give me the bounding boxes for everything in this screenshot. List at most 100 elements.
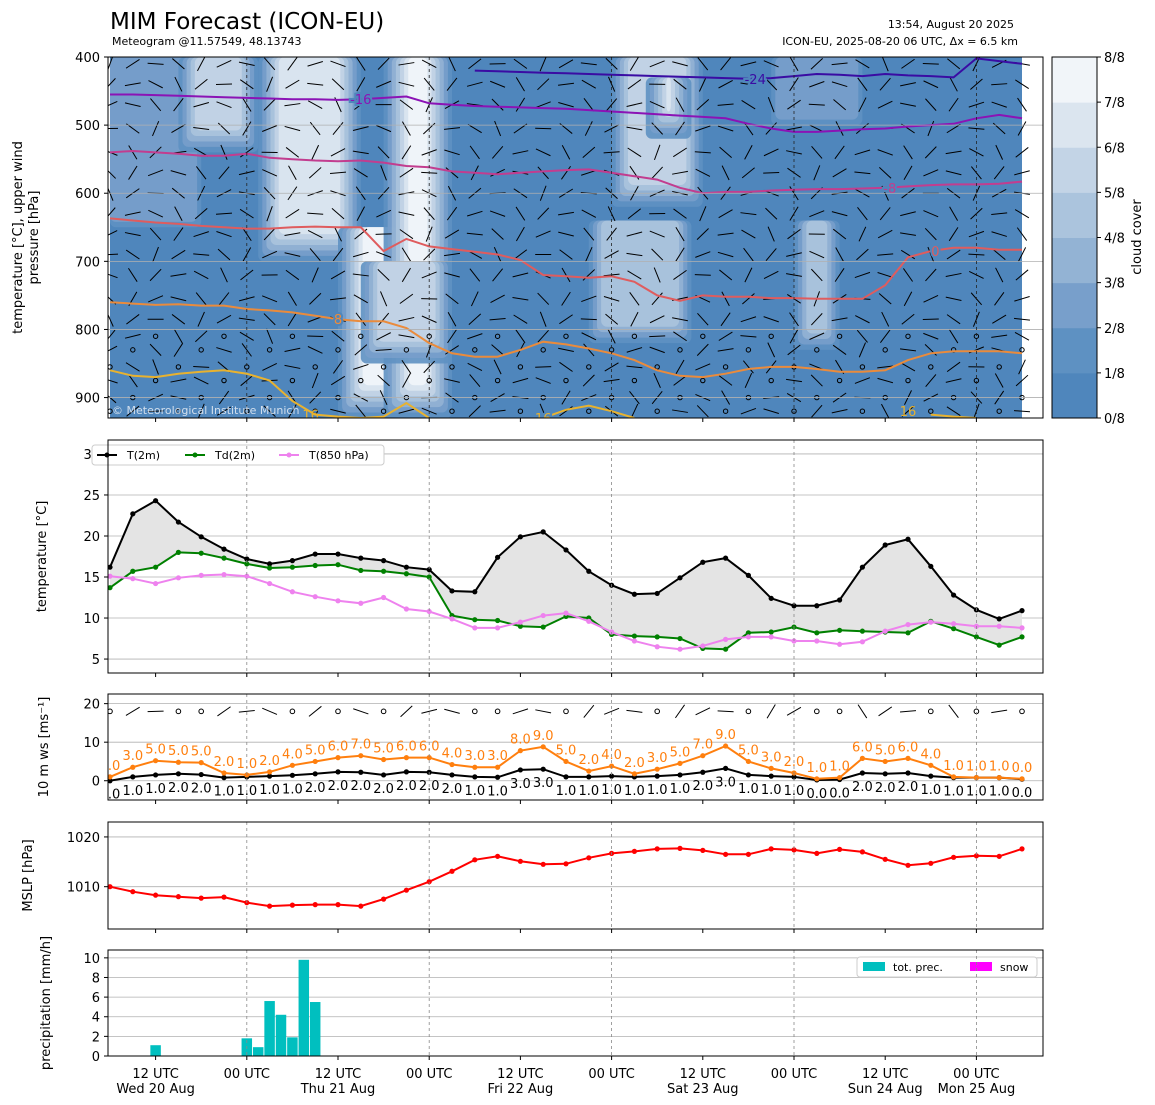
wind-barb (172, 58, 185, 70)
wind-barb (1015, 147, 1029, 158)
wind-calm-circle (928, 708, 934, 715)
wind-barb (125, 249, 140, 260)
wind-barb (238, 710, 255, 713)
series-point (108, 884, 113, 890)
x-tick-label: 12 UTC (862, 1067, 908, 1082)
series-point (905, 770, 911, 776)
wind-barb (558, 231, 574, 237)
wind-barb (561, 291, 571, 306)
wind-speed-label: 1.0 (487, 784, 508, 799)
colorbar-step (1052, 237, 1097, 284)
legend-swatch (970, 962, 992, 971)
wind-barb (699, 206, 707, 222)
wind-barb (352, 251, 369, 258)
wind-barb (287, 57, 298, 71)
wind-gust-label: 5.0 (875, 743, 896, 758)
wind-barb (744, 373, 753, 389)
wind-barb (580, 318, 597, 321)
y-axis-label: temperature [°C], upper wind (11, 141, 26, 334)
wind-barb (719, 146, 732, 158)
wind-barb (216, 347, 232, 353)
wind-barb (197, 57, 206, 72)
series-point (768, 773, 774, 779)
wind-barb (856, 329, 868, 343)
wind-barb (309, 292, 322, 305)
series-point (381, 896, 387, 902)
wind-barb (466, 81, 483, 87)
series-point (951, 592, 957, 598)
wind-barb (512, 272, 529, 278)
series-point (221, 775, 227, 781)
wind-barb (489, 210, 506, 217)
wind-barb (947, 58, 961, 70)
wind-barb (561, 165, 571, 180)
wind-barb (377, 57, 390, 70)
series-point (723, 555, 729, 561)
wind-barb (149, 343, 162, 356)
wind-barb (266, 328, 274, 344)
wind-barb (582, 374, 595, 387)
series-point (153, 564, 159, 570)
wind-gust-label: 0.0 (1012, 761, 1033, 776)
precip-bar (298, 959, 310, 1056)
wind-barb (491, 98, 504, 111)
wind-barb (444, 708, 460, 714)
precip-bar (309, 1002, 321, 1056)
wind-barb (425, 97, 433, 113)
series-point (449, 772, 455, 778)
panel-frame (107, 439, 1044, 674)
wind-gust-label: 5.0 (556, 743, 577, 758)
wind-barb (1013, 410, 1031, 413)
wind-barb (400, 705, 413, 718)
wind-calm-circle (380, 408, 387, 414)
wind-calm-circle (494, 708, 501, 715)
wind-barb (128, 267, 138, 282)
wind-barb (263, 405, 276, 418)
wind-barb (561, 145, 571, 160)
wind-barb (468, 58, 482, 70)
wind-calm-circle (175, 408, 182, 414)
series-point (563, 861, 569, 867)
wind-barb (948, 227, 959, 242)
series-point (745, 572, 752, 578)
wind-speed-label: 0.0 (100, 788, 121, 803)
chart-subtitle: Meteogram @11.57549, 48.13743 (112, 35, 302, 48)
series-point (996, 616, 1002, 622)
wind-barb (903, 165, 913, 180)
wind-barb (809, 332, 825, 340)
wind-barb (216, 59, 232, 68)
wind-barb (583, 227, 595, 241)
wind-barb (949, 76, 958, 92)
wind-barb (193, 376, 209, 385)
wind-barb (444, 149, 460, 156)
wind-calm-circle (312, 408, 318, 414)
wind-barb (879, 77, 891, 91)
wind-calm-circle (1019, 708, 1025, 715)
series-point (973, 775, 980, 781)
series-point (198, 572, 204, 578)
series-point (905, 536, 911, 542)
wind-calm-circle (836, 377, 843, 384)
wind-barb (811, 404, 823, 418)
wind-barb (881, 311, 890, 327)
wind-barb (489, 409, 506, 413)
isotherm-label: 8 (334, 313, 342, 328)
series-point (312, 551, 318, 557)
wind-barb (308, 705, 322, 717)
x-tick-label: Wed 20 Aug (116, 1082, 195, 1097)
legend-box (91, 444, 385, 466)
cloud-patch (601, 220, 680, 327)
series-point (951, 621, 957, 627)
wind-calm-circle (814, 347, 820, 353)
wind-calm-circle (928, 364, 934, 370)
wind-barb (108, 379, 118, 384)
wind-barb (512, 150, 529, 155)
series-point (267, 769, 273, 775)
wind-barb (833, 99, 847, 111)
series-point (723, 765, 729, 771)
wind-barb (307, 212, 324, 215)
colorbar-step (1052, 147, 1097, 193)
wind-barb (513, 314, 528, 324)
wind-gust-label: 5.0 (670, 745, 691, 760)
wind-speed-label: 2.0 (898, 780, 919, 795)
